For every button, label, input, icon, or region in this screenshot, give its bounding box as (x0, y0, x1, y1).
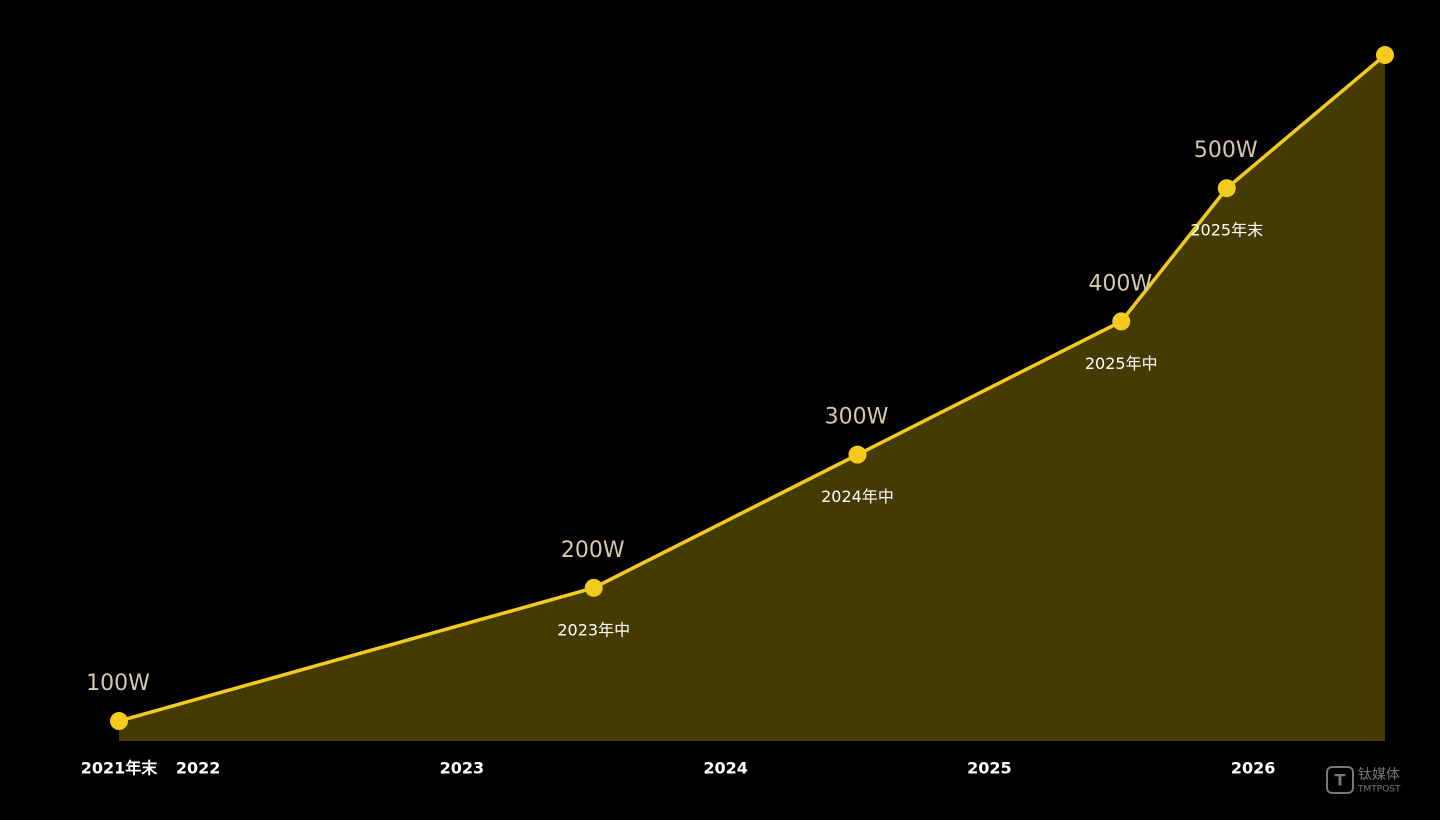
watermark-name: 钛媒体 (1358, 767, 1400, 783)
x-tick-label: 2022 (176, 759, 221, 778)
x-tick-label: 2023 (440, 759, 485, 778)
data-point (848, 445, 867, 464)
value-label: 500W (1194, 138, 1258, 163)
x-tick-label: 2026 (1231, 759, 1276, 778)
value-label: 100W (86, 671, 150, 696)
point-label: 2023年中 (557, 620, 630, 639)
data-point (1376, 46, 1394, 65)
watermark-icon-letter: T (1335, 771, 1346, 790)
data-point (1112, 312, 1131, 331)
point-label: 2025年中 (1085, 354, 1158, 373)
value-label: 200W (561, 538, 625, 563)
line (118, 53, 1387, 723)
x-tick-label: 2021年末 (81, 759, 159, 778)
data-point (1217, 179, 1236, 198)
value-label: 400W (1088, 271, 1152, 296)
watermark: T 钛媒体 TMTPOST (1326, 766, 1401, 795)
watermark-icon (1326, 766, 1354, 794)
point-label: 2024年中 (821, 487, 894, 506)
value-label: 300W (825, 405, 889, 430)
x-tick-label: 2024 (703, 759, 748, 778)
area (119, 55, 1385, 742)
data-point (110, 712, 128, 731)
data-point (584, 578, 603, 597)
x-tick-label: 2025 (967, 759, 1012, 778)
point-label: 2025年末 (1190, 221, 1263, 240)
watermark-sub: TMTPOST (1357, 785, 1401, 795)
